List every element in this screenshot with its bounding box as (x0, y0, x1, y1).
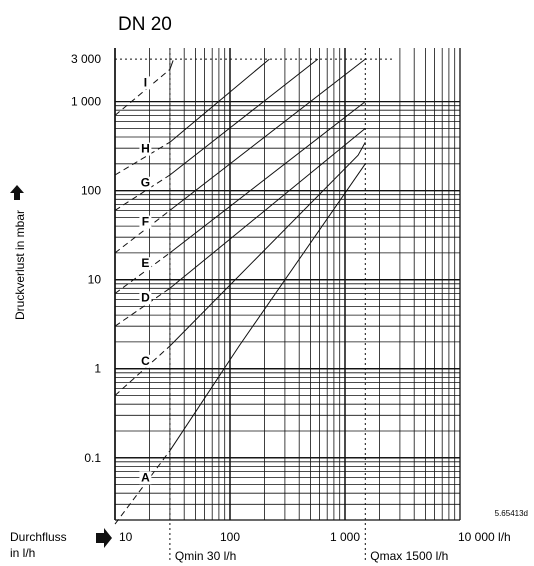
series-E-dashed (114, 252, 171, 294)
reference-lines (115, 48, 395, 562)
series-C-line (169, 141, 366, 347)
chart-series (114, 58, 366, 525)
y-tick-label: 3 000 (71, 52, 101, 66)
y-tick-label: 1 000 (71, 95, 101, 109)
x-tick-label: 10 (119, 530, 133, 544)
series-G-label: G (141, 176, 150, 190)
chart-labels: A C D E F G H I 3 000 1 000 100 10 1 0.1 10 100 1 000 10 … (71, 52, 511, 563)
series-D-label-bg (139, 291, 152, 305)
series-A-label-bg (139, 471, 152, 485)
y-tick-label: 10 (88, 273, 102, 287)
series-A-dashed (114, 450, 171, 525)
series-D-line (169, 128, 366, 289)
series-E-label-bg (139, 257, 152, 271)
series-C-dashed (114, 345, 171, 396)
series-G-label-bg (139, 176, 152, 190)
x-tick-label: 1 000 (330, 530, 360, 544)
series-I-dashed (114, 69, 171, 116)
x-tick-label: 100 (220, 530, 240, 544)
x-axis-label-line1: Durchfluss (10, 530, 67, 544)
y-axis-arrow-icon (10, 185, 24, 200)
x-tick-label: 10 000 l/h (458, 530, 511, 544)
series-I-label-bg (139, 76, 152, 90)
series-H-dashed (114, 141, 171, 176)
y-tick-label: 100 (81, 184, 101, 198)
series-F-dashed (114, 210, 171, 254)
y-tick-label: 1 (94, 362, 101, 376)
series-E-label: E (141, 256, 149, 270)
y-tick-label: 0.1 (84, 451, 101, 465)
qmax-label: Qmax 1500 l/h (370, 549, 448, 563)
chart-title: DN 20 (118, 14, 172, 35)
y-axis-label: Druckverlust in mbar (13, 210, 27, 320)
chart-grid (114, 48, 461, 521)
series-D-dashed (114, 287, 171, 327)
series-F-line (169, 58, 366, 211)
x-axis-label-line2: in l/h (10, 546, 35, 560)
series-G-dashed (114, 174, 171, 211)
qmin-label: Qmin 30 l/h (175, 549, 236, 563)
series-A-line (169, 163, 366, 451)
series-E-line (169, 101, 366, 254)
series-G-line (169, 58, 319, 176)
series-C-label: C (141, 354, 150, 368)
series-I-line (169, 60, 174, 70)
series-A-label: A (141, 470, 150, 484)
series-H-label-bg (139, 142, 152, 156)
series-I-label: I (144, 75, 147, 89)
series-F-label: F (142, 215, 149, 229)
series-H-line (169, 58, 270, 143)
series-H-label: H (141, 142, 150, 156)
chart-code: 5.65413d (495, 509, 528, 518)
series-F-label-bg (139, 215, 152, 229)
x-axis-arrow-icon (96, 528, 112, 548)
series-C-label-bg (139, 354, 152, 368)
series-D-label: D (141, 290, 150, 304)
